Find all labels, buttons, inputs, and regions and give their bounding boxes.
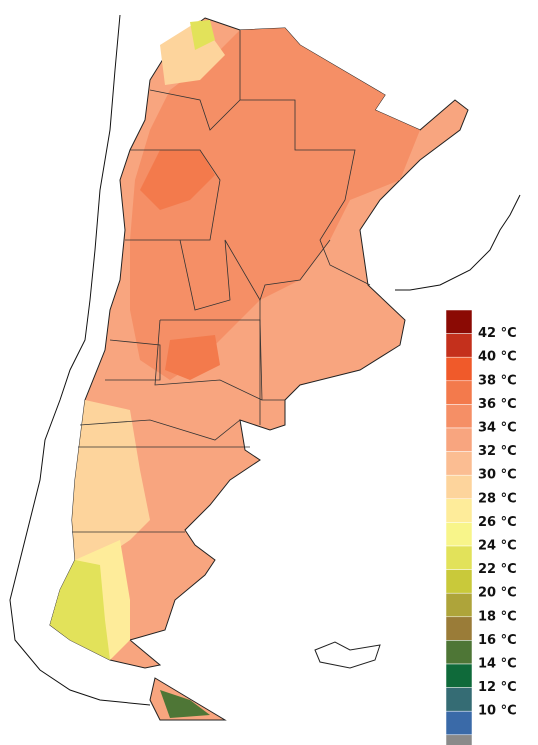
legend-swatch	[445, 545, 473, 570]
chile-coast	[9, 14, 521, 706]
legend-swatch	[445, 522, 473, 547]
legend-label: 10 °C	[478, 704, 517, 719]
legend-label: 22 °C	[478, 562, 517, 577]
legend-swatch	[445, 380, 473, 405]
legend-label: 40 °C	[478, 350, 517, 365]
legend-swatch	[445, 427, 473, 452]
legend-swatch	[445, 451, 473, 476]
legend-swatch	[445, 710, 473, 736]
legend-swatch	[445, 687, 473, 712]
legend-label: 32 °C	[478, 444, 517, 459]
legend-label: 20 °C	[478, 586, 517, 601]
legend: 42 °C 40 °C 38 °C 36 °C 34 °C 32 °C 30 °C 28 °C…	[445, 309, 517, 745]
legend-label: 16 °C	[478, 633, 517, 648]
legend-label: 24 °C	[478, 539, 517, 554]
legend-label: 36 °C	[478, 397, 517, 412]
legend-swatch	[445, 569, 473, 594]
legend-swatch	[445, 404, 473, 429]
legend-label: 38 °C	[478, 373, 517, 388]
legend-swatch	[445, 640, 473, 665]
legend-label: 34 °C	[478, 421, 517, 436]
legend-swatch	[445, 498, 473, 523]
legend-swatch	[445, 734, 473, 745]
legend-swatch	[445, 309, 473, 334]
legend-swatch	[445, 333, 473, 358]
legend-label: 18 °C	[478, 609, 517, 624]
legend-label: 42 °C	[478, 326, 517, 341]
legend-swatch	[445, 616, 473, 641]
legend-label: 26 °C	[478, 515, 517, 530]
legend-label: 30 °C	[478, 468, 517, 483]
legend-swatch	[445, 592, 473, 618]
legend-swatch	[445, 663, 473, 688]
legend-label: 12 °C	[478, 680, 517, 695]
argentina-map	[49, 17, 469, 721]
legend-label: 28 °C	[478, 491, 517, 506]
legend-label: 14 °C	[478, 657, 517, 672]
legend-swatch	[445, 356, 473, 382]
legend-swatch	[445, 474, 473, 500]
province-borders	[72, 30, 371, 533]
